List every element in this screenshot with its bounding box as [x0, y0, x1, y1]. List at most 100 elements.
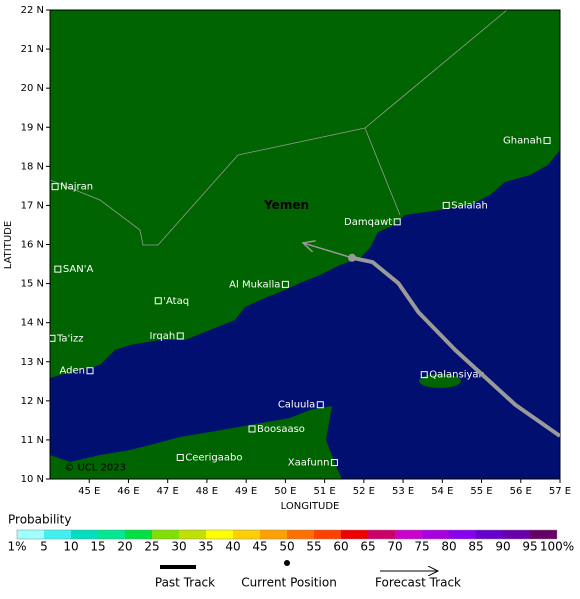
colorbar-label: 15	[90, 540, 105, 554]
colorbar-label: 80	[441, 540, 456, 554]
place-label: Al Mukalla	[229, 279, 280, 290]
place-label: Ghanah	[503, 136, 542, 147]
colorbar-swatch	[206, 530, 233, 539]
current-position	[348, 253, 357, 262]
y-tick-label: 11 N	[21, 435, 44, 446]
place-marker	[154, 297, 162, 305]
legend-forecast: Forecast Track	[375, 576, 461, 590]
place-label: Najran	[60, 182, 93, 193]
place-marker	[50, 334, 56, 342]
place-label: Ceerigaabo	[185, 453, 242, 464]
colorbar-swatch	[98, 530, 125, 539]
colorbar-swatch	[287, 530, 314, 539]
colorbar-label: 60	[333, 540, 348, 554]
place-label: 'Ataq	[163, 296, 189, 307]
colorbar-label: 95	[522, 540, 537, 554]
colorbar-swatch	[125, 530, 152, 539]
colorbar-swatch	[368, 530, 395, 539]
colorbar-label: 35	[198, 540, 213, 554]
place-label: SAN'A	[63, 264, 94, 275]
colorbar-swatch	[341, 530, 368, 539]
place-label: Salalah	[451, 200, 488, 211]
place-marker	[281, 280, 289, 288]
place-label: Ta'izz	[56, 333, 84, 344]
colorbar-label: 40	[225, 540, 240, 554]
land-arabia	[50, 10, 560, 378]
map-overlay: Yemen © UCL 2023 Najran SAN'A Ta'izz Aden Irqa…	[50, 136, 560, 473]
x-tick-label: 53 E	[392, 486, 414, 497]
y-tick-label: 10 N	[21, 474, 44, 485]
colorbar-swatch	[503, 530, 530, 539]
legend-past: Past Track	[155, 576, 215, 590]
colorbar-label: 55	[306, 540, 321, 554]
colorbar-frame	[16, 529, 558, 540]
x-tick-label: 52 E	[353, 486, 375, 497]
place-marker	[543, 137, 551, 145]
place-label: Irqah	[150, 331, 176, 342]
x-tick-label: 56 E	[510, 486, 532, 497]
colorbar-swatch	[260, 530, 287, 539]
colorbar-label: 30	[171, 540, 186, 554]
colorbar-swatch	[179, 530, 206, 539]
colorbar-title: Probability	[8, 513, 71, 527]
colorbar-label: 25	[144, 540, 159, 554]
x-tick-label: 55 E	[470, 486, 492, 497]
y-tick-label: 20 N	[21, 83, 44, 94]
place-label: Xaafunn	[288, 458, 330, 469]
x-tick-label: 50 E	[274, 486, 296, 497]
place-marker	[86, 367, 94, 375]
colorbar-label: 45	[252, 540, 267, 554]
colorbar-swatch	[530, 530, 557, 539]
place-marker	[176, 332, 184, 340]
y-tick-label: 12 N	[21, 396, 44, 407]
colorbar-swatch	[395, 530, 422, 539]
y-tick-label: 16 N	[21, 240, 44, 251]
colorbar-swatch	[476, 530, 503, 539]
colorbar-label: 65	[360, 540, 375, 554]
colorbar-swatch	[44, 530, 71, 539]
x-tick-label: 48 E	[196, 486, 218, 497]
place-label: Caluula	[278, 400, 315, 411]
colorbar-swatch	[71, 530, 98, 539]
x-tick-label: 46 E	[117, 486, 139, 497]
region-label: Yemen	[263, 198, 309, 212]
y-tick-label: 15 N	[21, 279, 44, 290]
colorbar-label: 1%	[7, 540, 26, 554]
legend-current: Current Position	[241, 576, 337, 590]
colorbar-swatch	[17, 530, 44, 539]
x-axis-label: LONGITUDE	[281, 501, 340, 512]
copyright: © UCL 2023	[64, 462, 126, 473]
colorbar-label: 75	[414, 540, 429, 554]
colorbar-label: 10	[63, 540, 78, 554]
colorbar-label: 85	[468, 540, 483, 554]
past-track	[351, 255, 560, 438]
place-marker	[316, 401, 324, 409]
y-tick-label: 21 N	[21, 44, 44, 55]
place-marker	[442, 201, 450, 209]
y-tick-label: 17 N	[21, 200, 44, 211]
colorbar-label: 50	[279, 540, 294, 554]
place-marker	[330, 459, 338, 467]
place-label: Qalansiyah	[429, 370, 485, 381]
colorbar-swatch	[314, 530, 341, 539]
colorbar-label: 100%	[540, 540, 574, 554]
y-tick-label: 14 N	[21, 318, 44, 329]
y-tick-label: 19 N	[21, 122, 44, 133]
place-label: Boosaaso	[257, 424, 305, 435]
x-tick-label: 47 E	[157, 486, 179, 497]
colorbar-label: 90	[495, 540, 510, 554]
land-somalia	[50, 406, 342, 479]
y-tick-label: 22 N	[21, 5, 44, 16]
place-marker	[54, 265, 62, 273]
colorbar-label: 70	[387, 540, 402, 554]
y-tick-label: 18 N	[21, 161, 44, 172]
place-marker	[51, 183, 59, 191]
colorbar-swatch	[152, 530, 179, 539]
border-line	[364, 127, 401, 216]
place-marker	[248, 425, 256, 433]
y-tick-label: 13 N	[21, 357, 44, 368]
colorbar-swatch	[233, 530, 260, 539]
place-marker	[176, 454, 184, 462]
colorbar-label: 20	[117, 540, 132, 554]
